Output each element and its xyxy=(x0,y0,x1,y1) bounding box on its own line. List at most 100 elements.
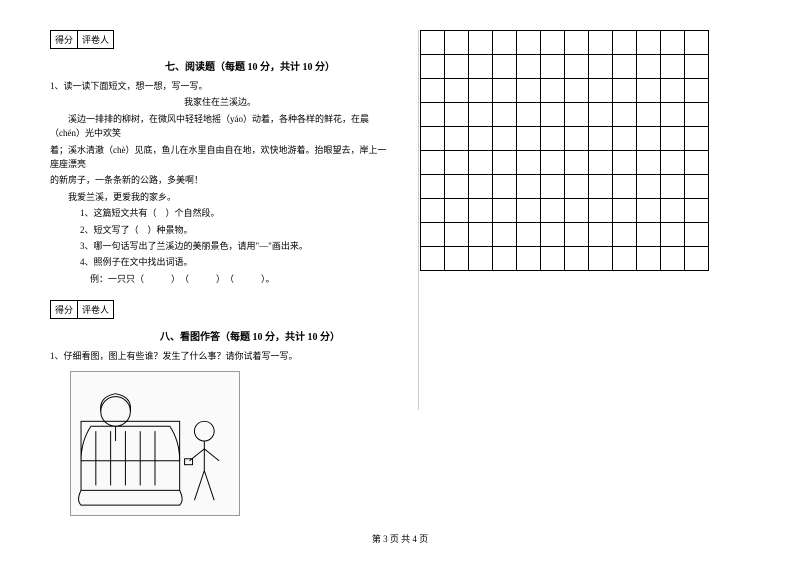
section-8-title: 八、看图作答（每题 10 分，共计 10 分） xyxy=(110,328,390,343)
grid-cell xyxy=(637,175,661,199)
grid-cell xyxy=(493,103,517,127)
q8-1: 1、仔细看图，图上有些谁？发生了什么事？请你试着写一写。 xyxy=(50,349,390,363)
grid-cell xyxy=(421,247,445,271)
grid-cell xyxy=(469,55,493,79)
grid-cell xyxy=(421,223,445,247)
grid-cell xyxy=(517,103,541,127)
grid-cell xyxy=(469,175,493,199)
grid-cell xyxy=(637,55,661,79)
grid-cell xyxy=(541,79,565,103)
grid-cell xyxy=(589,31,613,55)
grid-cell xyxy=(565,55,589,79)
grid-cell xyxy=(637,103,661,127)
grid-cell xyxy=(421,127,445,151)
grid-cell xyxy=(565,175,589,199)
grid-cell xyxy=(493,175,517,199)
grid-cell xyxy=(421,199,445,223)
grid-cell xyxy=(445,103,469,127)
grid-cell xyxy=(469,199,493,223)
grid-row xyxy=(421,247,709,271)
grid-cell xyxy=(661,55,685,79)
grid-cell xyxy=(565,223,589,247)
grid-cell xyxy=(421,175,445,199)
score-label: 得分 xyxy=(51,31,78,48)
grid-cell xyxy=(661,79,685,103)
left-column: 得分 评卷人 七、阅读题（每题 10 分，共计 10 分） 1、读一读下面短文，… xyxy=(50,30,400,516)
bed-scene-icon xyxy=(71,372,239,515)
grid-cell xyxy=(637,127,661,151)
grid-cell xyxy=(493,247,517,271)
grid-cell xyxy=(541,103,565,127)
grid-cell xyxy=(493,127,517,151)
grid-cell xyxy=(613,31,637,55)
grid-cell xyxy=(469,247,493,271)
grid-cell xyxy=(685,31,709,55)
grid-cell xyxy=(661,175,685,199)
grid-cell xyxy=(541,199,565,223)
grid-cell xyxy=(445,127,469,151)
grid-cell xyxy=(493,79,517,103)
grid-cell xyxy=(637,199,661,223)
grid-cell xyxy=(541,31,565,55)
score-box-8: 得分 评卷人 xyxy=(50,300,114,319)
grid-cell xyxy=(637,79,661,103)
grid-cell xyxy=(613,199,637,223)
answer-grid xyxy=(420,30,709,271)
grid-cell xyxy=(685,223,709,247)
grid-cell xyxy=(613,151,637,175)
grid-cell xyxy=(421,103,445,127)
grid-cell xyxy=(541,55,565,79)
passage-line-4: 我爱兰溪，更爱我的家乡。 xyxy=(50,190,390,204)
grid-cell xyxy=(445,151,469,175)
grid-cell xyxy=(589,199,613,223)
grid-cell xyxy=(517,151,541,175)
passage-line-3: 的新房子，一条条新的公路，多美啊！ xyxy=(50,173,390,187)
grid-cell xyxy=(445,31,469,55)
grid-cell xyxy=(493,55,517,79)
grid-cell xyxy=(469,79,493,103)
grid-cell xyxy=(565,247,589,271)
grid-cell xyxy=(493,151,517,175)
grid-row xyxy=(421,79,709,103)
grid-cell xyxy=(613,103,637,127)
grid-row xyxy=(421,55,709,79)
score-label-8: 得分 xyxy=(51,301,78,318)
grid-cell xyxy=(445,223,469,247)
grid-cell xyxy=(541,247,565,271)
grid-cell xyxy=(589,151,613,175)
grid-cell xyxy=(613,79,637,103)
grid-cell xyxy=(445,199,469,223)
figure-image xyxy=(70,371,240,516)
grid-cell xyxy=(613,55,637,79)
section-7-header: 得分 评卷人 xyxy=(50,30,390,54)
sub-q3: 3、哪一句话写出了兰溪边的美丽景色，请用"—"画出来。 xyxy=(50,239,390,253)
grid-cell xyxy=(589,247,613,271)
grid-cell xyxy=(613,175,637,199)
grid-cell xyxy=(421,151,445,175)
page-container: 得分 评卷人 七、阅读题（每题 10 分，共计 10 分） 1、读一读下面短文，… xyxy=(0,0,800,516)
grid-cell xyxy=(685,175,709,199)
passage-line-1: 溪边一排排的柳树，在微风中轻轻地摇（yáo）动着，各种各样的鲜花，在晨（chén… xyxy=(50,112,390,141)
grid-cell xyxy=(541,175,565,199)
grid-cell xyxy=(685,247,709,271)
sub-q4: 4、照例子在文中找出词语。 xyxy=(50,255,390,269)
grid-cell xyxy=(565,79,589,103)
sub-q2: 2、短文写了（ ）种景物。 xyxy=(50,223,390,237)
grid-row xyxy=(421,31,709,55)
grid-cell xyxy=(589,127,613,151)
grid-cell xyxy=(589,55,613,79)
grid-cell xyxy=(541,223,565,247)
grader-label-8: 评卷人 xyxy=(78,301,113,318)
grid-cell xyxy=(565,199,589,223)
passage-line-2: 着；溪水清澈（chè）见底，鱼儿在水里自由自在地，欢快地游着。抬眼望去，岸上一座… xyxy=(50,143,390,172)
grid-cell xyxy=(565,127,589,151)
sub-q1: 1、这篇短文共有（ ）个自然段。 xyxy=(50,206,390,220)
grid-cell xyxy=(661,127,685,151)
right-column xyxy=(400,30,750,516)
grid-cell xyxy=(541,127,565,151)
grid-cell xyxy=(517,79,541,103)
grid-cell xyxy=(565,31,589,55)
grid-cell xyxy=(661,199,685,223)
grid-cell xyxy=(517,31,541,55)
grid-cell xyxy=(517,223,541,247)
